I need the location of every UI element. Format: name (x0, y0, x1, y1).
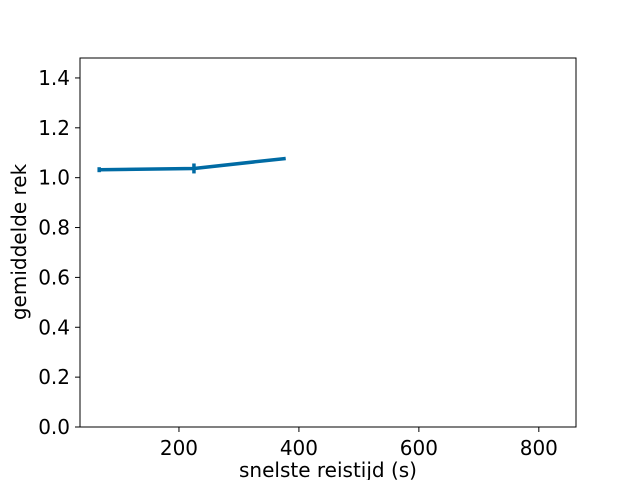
x-tick-label: 600 (400, 436, 438, 460)
y-tick-label: 1.4 (38, 66, 70, 90)
plot-background (80, 58, 576, 427)
series-layer (97, 156, 286, 174)
x-axis-label: snelste reistijd (s) (239, 458, 417, 480)
x-tick-label: 800 (520, 436, 558, 460)
y-tick-label: 0.4 (38, 315, 70, 339)
x-axis: 200 400 600 800 (160, 427, 558, 460)
y-tick-label: 0.2 (38, 365, 70, 389)
y-axis: 0.0 0.2 0.4 0.6 0.8 1.0 1.2 1.4 (38, 66, 80, 439)
x-tick-label: 200 (160, 436, 198, 460)
x-tick-label: 400 (280, 436, 318, 460)
y-tick-label: 0.0 (38, 415, 70, 439)
y-tick-label: 1.2 (38, 116, 70, 140)
y-tick-label: 1.0 (38, 166, 70, 190)
y-tick-label: 0.8 (38, 216, 70, 240)
y-tick-label: 0.6 (38, 265, 70, 289)
plot-frame (79, 57, 577, 428)
y-axis-label: gemiddelde rek (7, 163, 31, 320)
